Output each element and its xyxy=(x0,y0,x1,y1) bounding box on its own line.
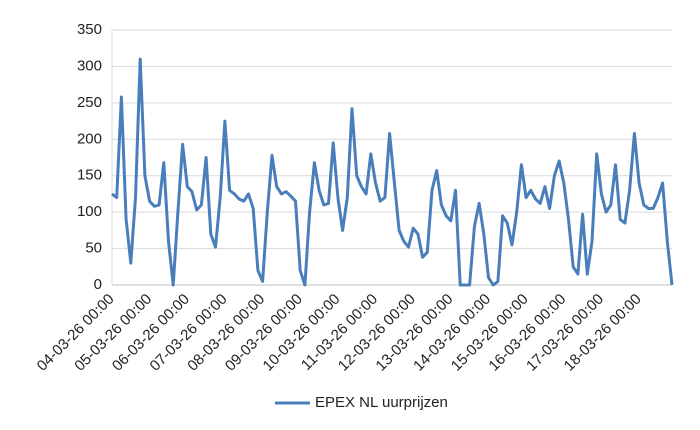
y-tick-label: 100 xyxy=(77,203,102,220)
y-tick-label: 150 xyxy=(77,167,102,184)
y-tick-label: 350 xyxy=(77,21,102,38)
legend-label: EPEX NL uurprijzen xyxy=(315,394,448,411)
y-tick-label: 300 xyxy=(77,57,102,74)
y-tick-label: 0 xyxy=(94,276,102,293)
line-series xyxy=(111,57,674,287)
y-tick-label: 250 xyxy=(77,94,102,111)
y-tick-label: 200 xyxy=(77,130,102,147)
y-tick-label: 50 xyxy=(85,240,102,257)
